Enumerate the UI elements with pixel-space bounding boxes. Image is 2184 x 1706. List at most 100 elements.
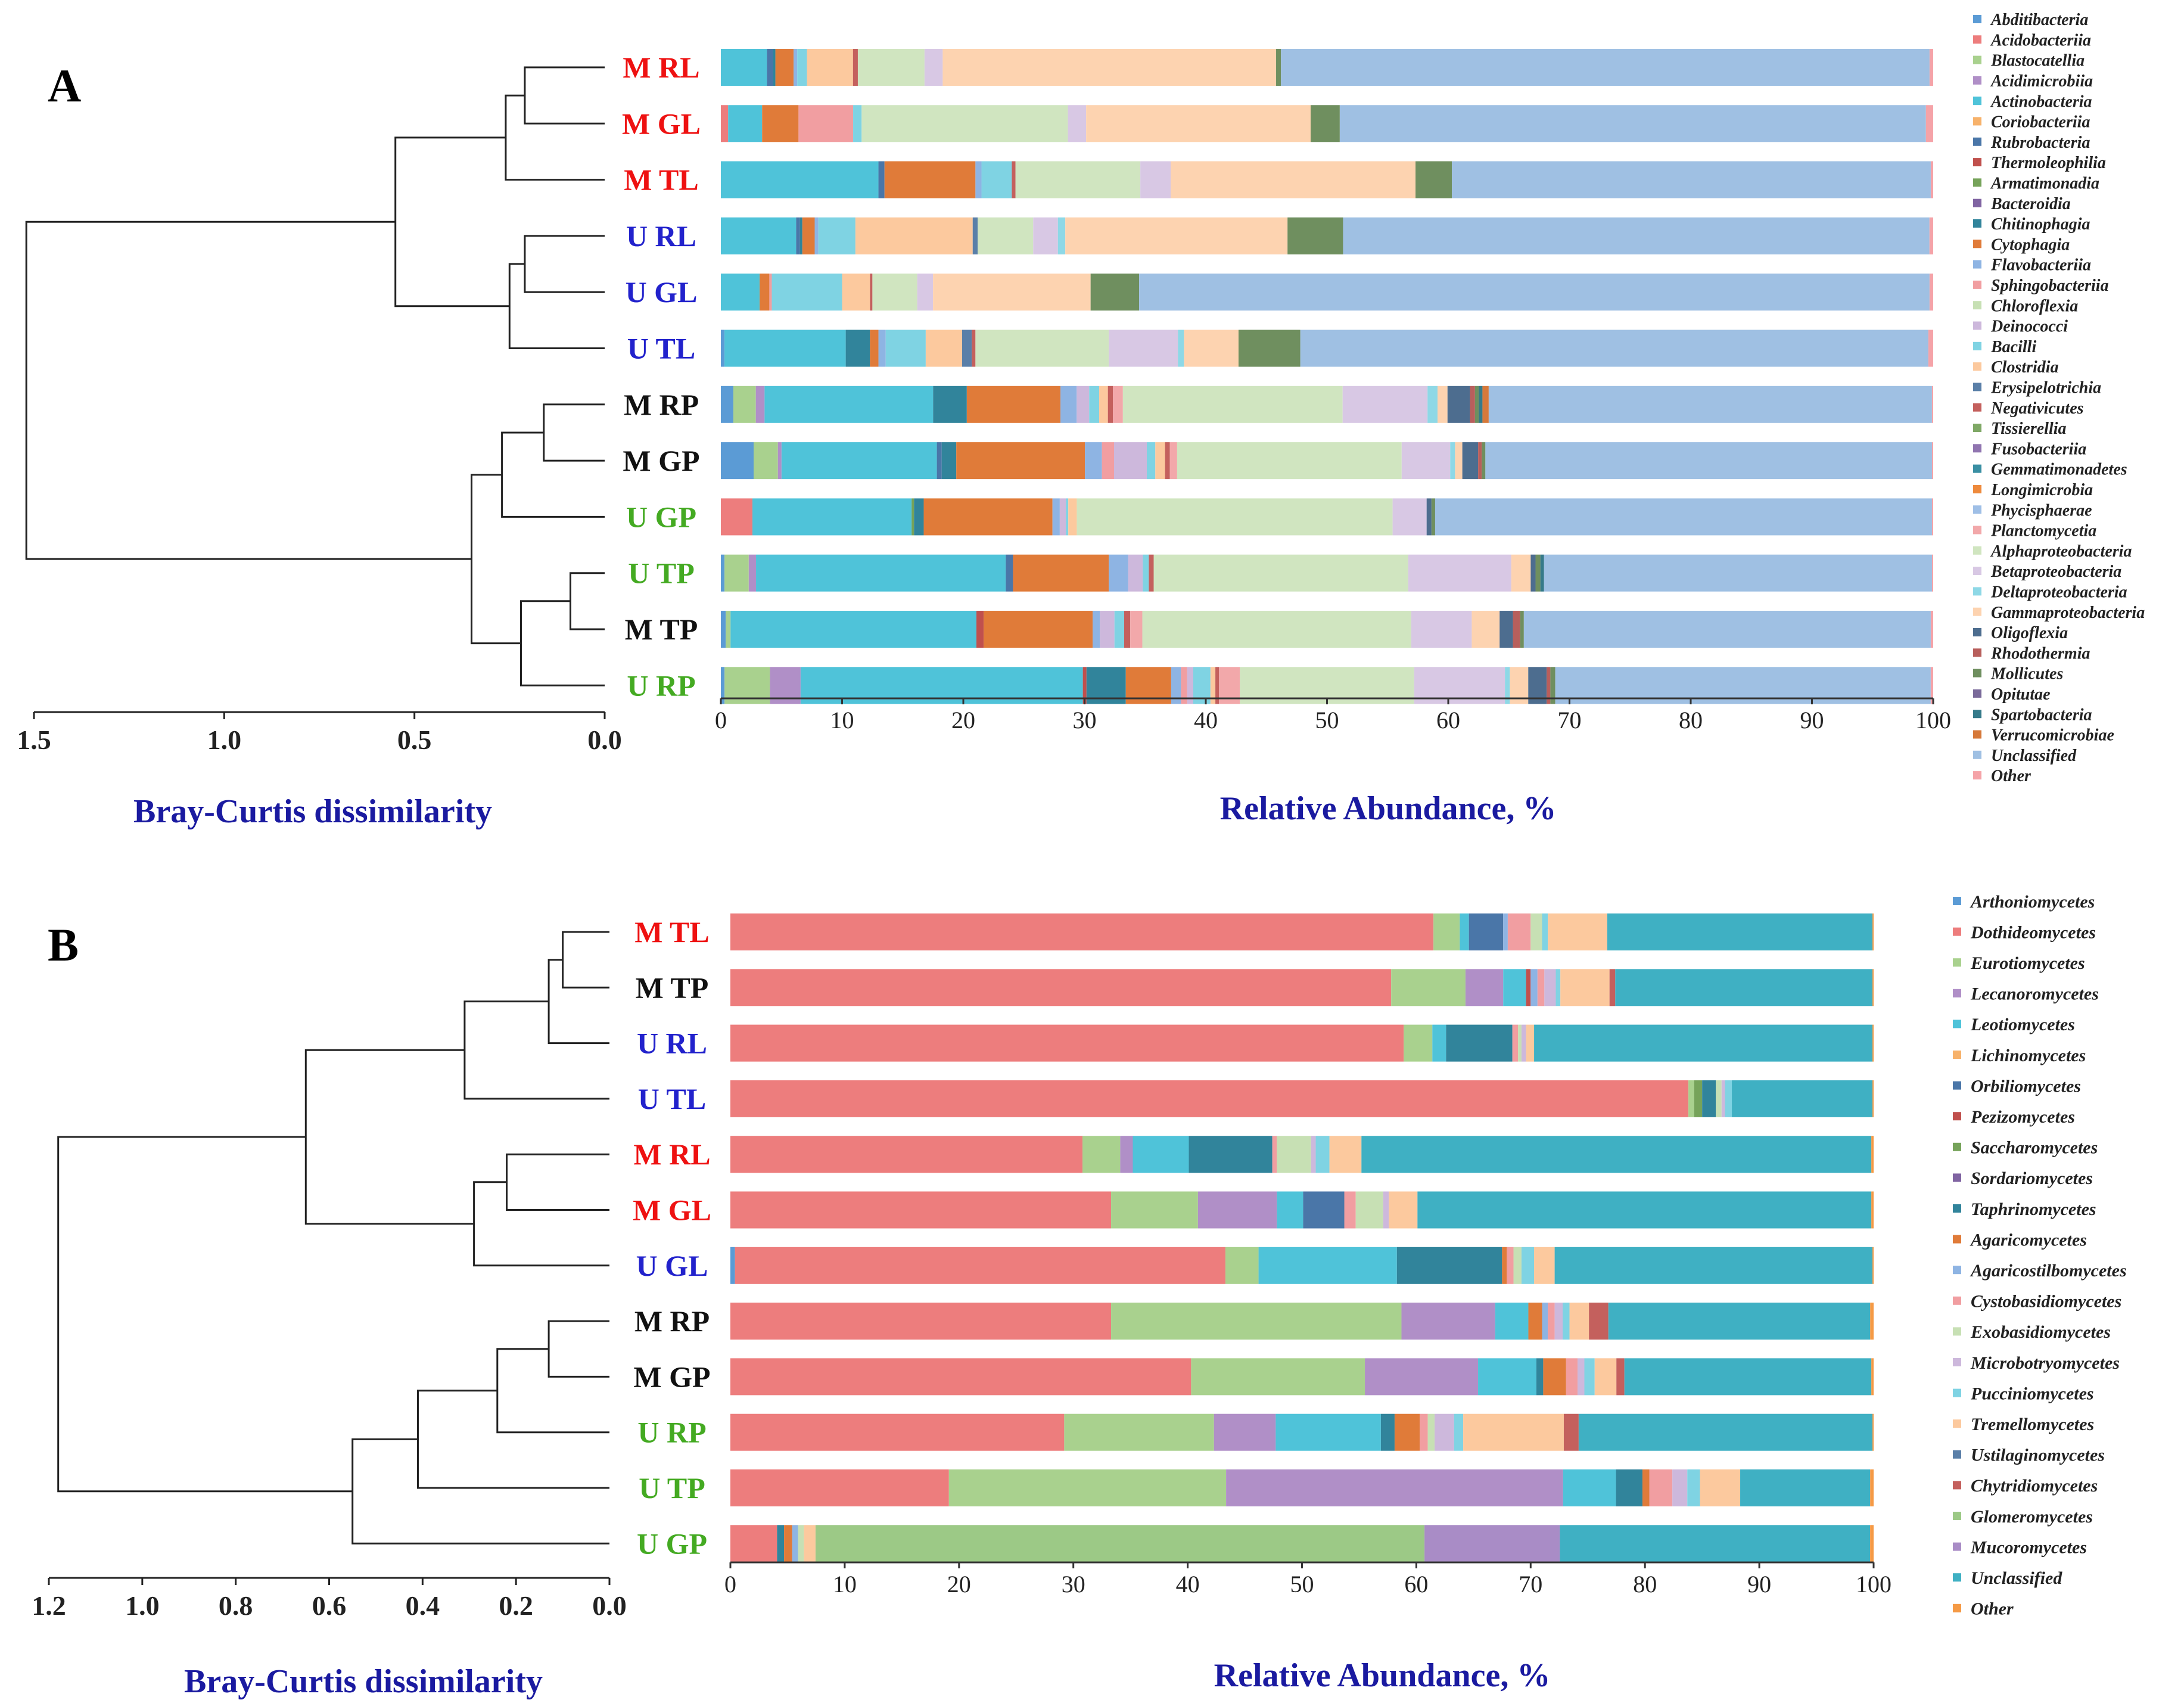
legend-swatch-a-abditibacteria [1973,15,1981,23]
bar-segment-m-tl-actinobacteria [721,161,879,198]
x-tick-label-a-80: 80 [1679,707,1703,734]
bar-segment-u-gp-betaproteobacteria [1392,498,1427,536]
bar-segment-m-rp-planctomycetia [1113,386,1123,423]
bar-segment-u-tp-mollicutes [1535,554,1541,592]
legend-label-b-saccharomycetes: Saccharomycetes [1971,1138,2098,1158]
dendrogram-tick-label-b-1-0: 1.0 [125,1590,160,1621]
legend-label-a-coriobacteriia: Coriobacteriia [1991,113,2090,132]
bar-segment-u-tl-flavobacteriia [878,330,886,367]
bar-segment-u-rl-gammaproteobacteria [1065,217,1288,254]
bar-segment-u-rp-other [1872,1413,1874,1451]
legend-label-a-chloroflexia: Chloroflexia [1991,297,2078,315]
bar-segment-m-gp-actinobacteria [781,442,937,480]
bar-segment-m-rl-unclassified [1361,1136,1872,1173]
bar-segment-m-tl-unclassified [1452,161,1931,198]
x-axis-b-label: Relative Abundance, % [1214,1657,1551,1694]
legend-swatch-b-taphrinomycetes [1953,1204,1961,1213]
bar-segment-u-tp-bacilli [1143,554,1149,592]
bar-segment-u-tl-taphrinomycetes [1702,1080,1716,1117]
bar-segment-u-tl-cytophagia [870,330,879,367]
dendrogram-link-a-11 [25,220,472,560]
legend-swatch-a-blastocatellia [1973,55,1981,64]
bar-segment-m-rp-cytophagia [966,386,1061,423]
bar-segment-m-gl-mollicutes [1311,105,1340,142]
bar-segment-m-gl-microbotryomycetes [1383,1191,1389,1229]
bar-segment-u-gl-eurotiomycetes [1225,1247,1259,1284]
bar-segment-m-tl-flavobacteriia [975,161,982,198]
bar-segment-m-rp-cystobasidiomycetes [1548,1303,1555,1340]
legend-label-b-pezizomycetes: Pezizomycetes [1970,1107,2075,1127]
bar-segment-m-rp-clostridia [1099,386,1108,423]
legend-swatch-a-gemmatimonadetes [1973,464,1981,473]
bar-segment-m-gp-gammaproteobacteria [1455,442,1463,480]
bar-segment-m-gl-exobasidiomycetes [1355,1191,1383,1229]
legend-swatch-b-lichinomycetes [1953,1051,1961,1059]
x-axis-b: 0 10 20 30 40 50 60 70 80 90 100 [724,1561,1891,1598]
bar-segment-m-rp-unclassified [1488,386,1932,423]
bar-segment-u-gl-alphaproteobacteria [872,274,917,311]
bar-segment-m-rp-agaricostilbomycetes [1542,1303,1548,1340]
legend-label-a-alphaproteobacteria: Alphaproteobacteria [1990,542,2132,561]
bar-segment-m-tp-gammaproteobacteria [1471,611,1500,648]
dendrogram-b-xlabel: Bray-Curtis dissimilarity [184,1663,543,1700]
bar-segment-m-gl-orbiliomycetes [1303,1191,1345,1229]
bar-segment-m-rp-deltaproteobacteria [1427,386,1438,423]
bar-segment-u-gl-other [1929,274,1933,311]
bar-segment-m-tp-abditibacteria [721,611,726,648]
legend-swatch-b-other [1953,1604,1961,1612]
legend-label-a-rubrobacteria: Rubrobacteria [1990,133,2090,152]
bar-segment-m-tl-alphaproteobacteria [1015,161,1141,198]
bar-segment-m-tl-exobasidiomycetes [1530,913,1542,950]
x-tick-label-b-80: 80 [1633,1571,1657,1598]
bar-segment-m-gp-other [1871,1358,1874,1396]
legend-label-b-cystobasidiomycetes: Cystobasidiomycetes [1971,1292,2121,1312]
bar-segment-m-gp-blastocatellia [754,442,778,480]
bar-segment-m-rl-dothideomycetes [730,1136,1083,1173]
bar-segment-u-rp-cystobasidiomycetes [1420,1413,1428,1451]
bar-segment-m-gp-mollicutes [1482,442,1486,480]
bar-segment-m-gl-cystobasidiomycetes [1344,1191,1356,1229]
bar-segment-u-gp-armatimonadia [911,498,914,536]
bar-segment-m-tl-other [1930,161,1933,198]
bar-segment-u-rl-tremellomycetes [1526,1024,1535,1062]
bar-segment-u-rp-deltaproteobacteria [1505,667,1510,704]
bar-segment-u-tl-saccharomycetes [1694,1080,1703,1117]
bar-segment-m-rl-clostridia [807,49,853,86]
legend-label-a-tissierellia: Tissierellia [1991,419,2067,438]
x-tick-label-b-100: 100 [1856,1571,1891,1598]
bar-segment-u-gl-negativicutes [870,274,873,311]
bar-segment-m-rl-alphaproteobacteria [857,49,925,86]
legend-label-a-longimicrobia: Longimicrobia [1990,481,2093,499]
bar-segment-m-rp-lecanoromycetes [1401,1303,1495,1340]
bar-segment-m-gl-leotiomycetes [1277,1191,1303,1229]
bar-segment-m-rp-leotiomycetes [1495,1303,1529,1340]
legend-swatch-a-gammaproteobacteria [1973,607,1981,616]
bar-segment-u-rp-eurotiomycetes [1064,1413,1214,1451]
legend-swatch-a-rubrobacteria [1973,137,1981,146]
dendrogram-tick-label-b-0-2: 0.2 [499,1590,533,1621]
legend-swatch-a-erysipelotrichia [1973,383,1981,391]
bar-segment-m-gl-sphingobacteriia [798,105,854,142]
bar-segment-m-gp-rhodothermia [1478,442,1482,480]
bar-segment-u-rp-deinococci [1187,667,1193,704]
bar-segment-u-rp-thermoleophilia [1082,667,1087,704]
x-tick-label-a-70: 70 [1558,707,1582,734]
legend-swatch-a-tissierellia [1973,424,1981,432]
bar-segment-m-rp-chitinophagia [933,386,967,423]
bar-segment-m-rl-lecanoromycetes [1120,1136,1133,1173]
legend-label-b-unclassified: Unclassified [1971,1568,2062,1588]
bar-segment-u-rp-pucciniomycetes [1454,1413,1464,1451]
x-tick-label-b-40: 40 [1176,1571,1200,1598]
bar-segment-u-gp-dothideomycetes [730,1525,777,1562]
bar-segment-u-rl-unclassified [1534,1024,1873,1062]
bar-segment-u-gp-bacilli [1066,498,1069,536]
bar-segment-u-gl-cystobasidiomycetes [1507,1247,1514,1284]
bar-segment-u-rl-alphaproteobacteria [978,217,1034,254]
bar-segment-u-tp-tremellomycetes [1700,1469,1741,1506]
legend-swatch-a-deltaproteobacteria [1973,587,1981,596]
bar-segment-m-tl-agaricostilbomycetes [1503,913,1508,950]
legend-swatch-a-bacilli [1973,341,1981,350]
legend-swatch-b-mucoromycetes [1953,1542,1961,1551]
bar-segment-u-tl-eurotiomycetes [1688,1080,1694,1117]
bar-segment-u-rp-sphingobacteriia [1181,667,1187,704]
